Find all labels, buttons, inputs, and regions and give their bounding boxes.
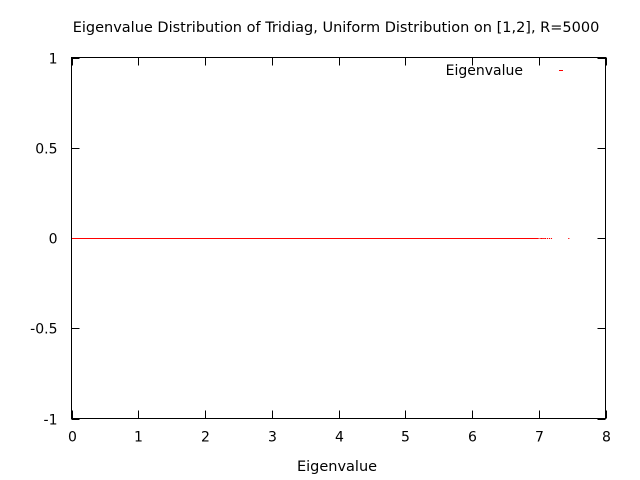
x-tick-label: 2 (201, 430, 210, 446)
x-tick-label: 5 (401, 430, 410, 446)
data-point (568, 238, 570, 239)
y-tick-label: 1 (49, 52, 58, 68)
data-point (542, 238, 544, 239)
y-tick-label: -0.5 (30, 322, 57, 338)
x-axis-label: Eigenvalue (297, 459, 377, 475)
x-tick-label: 0 (68, 430, 77, 446)
y-axis-ticks: 1 0.5 0 -0.5 -1 (30, 52, 606, 429)
y-tick-label: 0 (49, 232, 58, 248)
data-point (550, 238, 553, 239)
chart-title: Eigenvalue Distribution of Tridiag, Unif… (73, 20, 600, 36)
data-point (544, 238, 547, 239)
data-point (548, 238, 551, 239)
x-tick-label: 3 (268, 430, 277, 446)
legend-label: Eigenvalue (446, 63, 523, 79)
x-tick-label: 1 (134, 430, 143, 446)
data-point (546, 238, 549, 239)
x-tick-label: 7 (535, 430, 544, 446)
x-axis-ticks: 0 1 2 3 4 5 6 7 8 (68, 57, 611, 446)
x-tick-label: 6 (468, 430, 477, 446)
plot-frame (71, 57, 606, 419)
data-point (540, 238, 543, 239)
x-tick-label: 8 (602, 430, 611, 446)
y-tick-label: -1 (44, 413, 58, 429)
data-point (539, 238, 541, 239)
y-tick-label: 0.5 (35, 142, 57, 158)
x-tick-label: 4 (335, 430, 344, 446)
data-series-eigenvalue (71, 238, 570, 239)
data-point (543, 238, 545, 239)
